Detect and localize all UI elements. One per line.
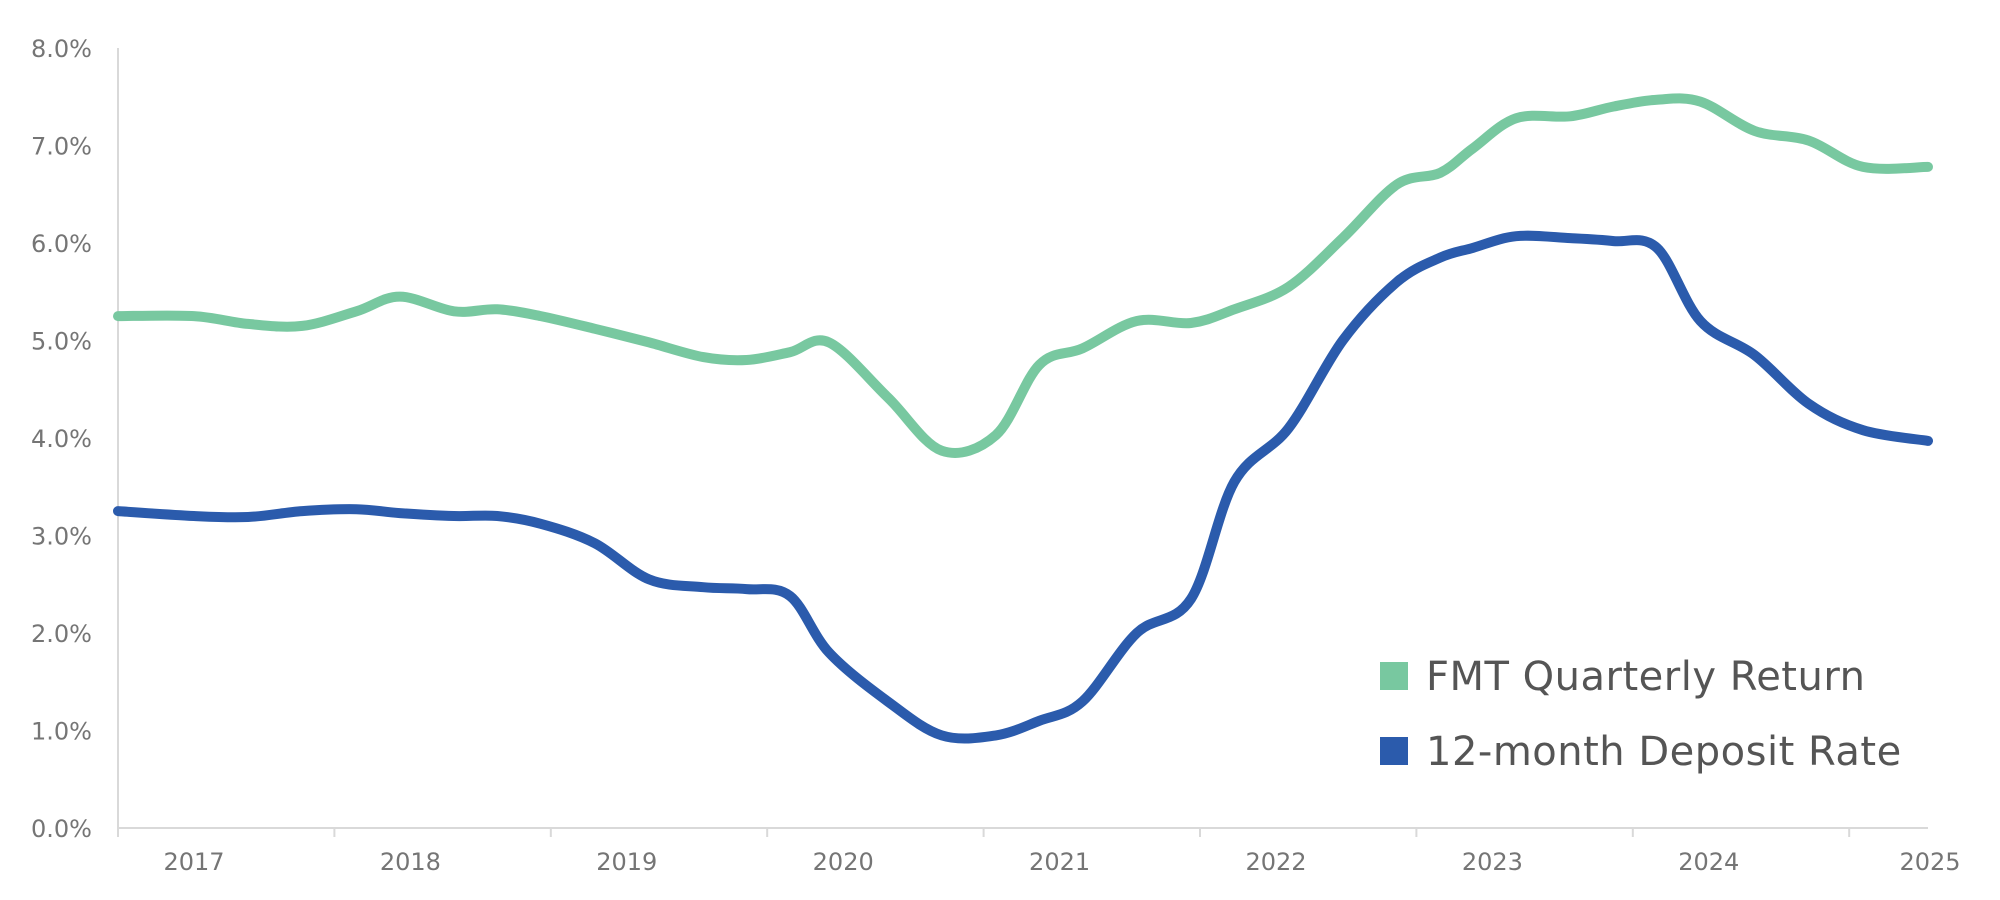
y-tick-label: 5.0% [31,328,92,356]
y-tick-label: 0.0% [31,815,92,843]
legend-label: FMT Quarterly Return [1426,654,1865,700]
series-lines [113,93,1933,744]
y-tick-label: 2.0% [31,620,92,648]
y-tick-label: 1.0% [31,718,92,746]
x-axis-ticks [117,828,1851,837]
legend-label: 12-month Deposit Rate [1426,729,1902,775]
x-tick-label: 2019 [596,848,657,876]
legend-item-12-month-deposit-rate: 12-month Deposit Rate [1380,729,1902,775]
y-axis-tick-labels: 0.0% 1.0% 2.0% 3.0% 4.0% 5.0% 6.0% 7.0% 8.0% [31,35,92,843]
y-tick-label: 7.0% [31,133,92,161]
y-tick-label: 4.0% [31,425,92,453]
x-axis-tick-labels: 2017 2018 2019 2020 2021 2022 2023 2024 2025 [163,848,1960,876]
x-tick-label: 2018 [380,848,441,876]
y-tick-label: 8.0% [31,35,92,63]
legend-swatch [1380,662,1408,690]
x-tick-label: 2025 [1899,848,1960,876]
x-tick-label: 2017 [163,848,224,876]
x-tick-label: 2022 [1245,848,1306,876]
y-tick-label: 3.0% [31,523,92,551]
series-line-fmt-quarterly-return [113,93,1933,458]
legend: FMT Quarterly Return 12-month Deposit Ra… [1380,654,1902,775]
x-tick-label: 2023 [1462,848,1523,876]
x-tick-label: 2021 [1029,848,1090,876]
x-tick-label: 2024 [1678,848,1739,876]
legend-swatch [1380,737,1408,765]
legend-item-fmt-quarterly-return: FMT Quarterly Return [1380,654,1865,700]
y-tick-label: 6.0% [31,230,92,258]
x-tick-label: 2020 [813,848,874,876]
series-line-12-month-deposit-rate [113,230,1933,744]
